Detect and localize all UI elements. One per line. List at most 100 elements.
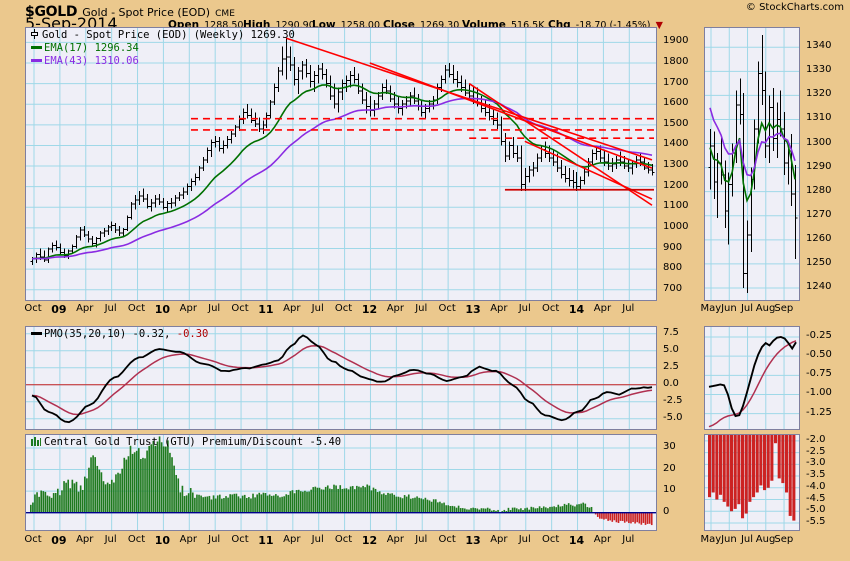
ema17-legend-row: EMA(17) 1296.34 <box>31 42 139 54</box>
price-y-tick-1400: 1400 <box>663 138 689 150</box>
gtu-x-tick-Apr-6: Apr <box>179 534 197 545</box>
price-x-tick-Apr-10: Apr <box>283 303 301 314</box>
mini-price-plot <box>705 28 799 300</box>
mini-price-y-tick-3: 1310 <box>806 112 832 124</box>
gtu-x-tick-Oct-12: Oct <box>334 534 353 545</box>
mini-pmo-y-tick-2: -0.75 <box>806 368 832 380</box>
pmo-y-tick-0: 7.5 <box>663 326 679 338</box>
price-x-tick-Oct-8: Oct <box>231 303 249 314</box>
mini-price-y-tick-7: 1270 <box>806 208 832 220</box>
pmo-legend-row: PMO(35,20,10) -0.32, -0.30 <box>31 328 208 340</box>
mini-pmo-y-tick-4: -1.25 <box>806 406 832 418</box>
mini-price-x-tick-Jul: Jul <box>740 303 754 314</box>
price-x-tick-Jul-15: Jul <box>415 303 428 314</box>
price-y-tick-1700: 1700 <box>663 76 689 88</box>
mini-pmo-panel[interactable] <box>704 326 800 430</box>
gtu-plot <box>26 435 656 530</box>
price-x-tick-Oct-16: Oct <box>438 303 456 314</box>
mini-price-panel[interactable] <box>704 27 800 301</box>
price-x-tick-09-1: 09 <box>51 303 67 316</box>
gtu-x-tick-Oct-8: Oct <box>231 534 249 545</box>
price-x-tick-Oct-20: Oct <box>541 303 560 314</box>
price-x-tick-12-13: 12 <box>361 303 378 316</box>
price-legend-title-row: Gold - Spot Price (EOD) (Weekly) 1269.30 <box>31 29 295 41</box>
price-x-tick-14-21: 14 <box>568 303 585 316</box>
gtu-x-tick-Oct-0: Oct <box>24 534 42 545</box>
mini-price-y-tick-2: 1320 <box>806 88 832 100</box>
change-down-arrow-icon: ▼ <box>655 20 663 31</box>
quote-change-value: -18.70 (-1.45%) <box>575 20 651 31</box>
gtu-x-tick-Apr-18: Apr <box>490 534 508 545</box>
stockcharts-credit: © StockCharts.com <box>745 2 844 13</box>
histogram-icon <box>31 437 41 446</box>
price-y-tick-1000: 1000 <box>663 220 689 232</box>
mini-gtu-y-tick-0: -2.0 <box>806 433 826 445</box>
price-y-tick-900: 900 <box>663 241 683 253</box>
quote-volume-value: 516.5K <box>511 20 545 31</box>
price-y-tick-1300: 1300 <box>663 159 689 171</box>
price-x-tick-Apr-2: Apr <box>76 303 94 314</box>
mini-gtu-x-tick-May: May <box>700 534 722 545</box>
price-y-tick-1600: 1600 <box>663 97 689 109</box>
price-y-tick-1200: 1200 <box>663 179 689 191</box>
price-legend-title: Gold - Spot Price (EOD) (Weekly) 1269.30 <box>42 29 295 41</box>
gtu-legend-label: Central Gold Trust (GTU) Premium/Discoun… <box>44 436 342 448</box>
pmo-plot <box>26 327 656 429</box>
ema17-color-swatch <box>31 46 42 49</box>
mini-gtu-y-tick-1: -2.5 <box>806 445 826 457</box>
price-x-tick-Jul-11: Jul <box>311 303 324 314</box>
price-chart-panel[interactable] <box>25 27 657 301</box>
candlestick-icon <box>31 29 40 39</box>
mini-price-y-tick-10: 1240 <box>806 280 832 292</box>
price-x-tick-Jul-3: Jul <box>104 303 117 314</box>
price-x-tick-Oct-0: Oct <box>24 303 42 314</box>
mini-gtu-x-tick-Aug: Aug <box>755 534 776 545</box>
mini-gtu-x-tick-Sep: Sep <box>774 534 794 545</box>
mini-gtu-y-tick-4: -4.0 <box>806 480 826 492</box>
gtu-x-tick-10-5: 10 <box>154 534 171 547</box>
gtu-x-tick-Apr-10: Apr <box>283 534 301 545</box>
gtu-x-tick-Jul-23: Jul <box>622 534 635 545</box>
mini-price-y-tick-5: 1290 <box>806 160 832 172</box>
mini-pmo-y-tick-3: -1.00 <box>806 387 832 399</box>
mini-gtu-y-tick-6: -5.0 <box>806 504 826 516</box>
pmo-chart-panel[interactable] <box>25 326 657 430</box>
ema17-legend-label: EMA(17) 1296.34 <box>44 42 139 54</box>
mini-price-y-tick-1: 1330 <box>806 64 832 76</box>
price-x-tick-10-5: 10 <box>154 303 171 316</box>
mini-pmo-y-tick-1: -0.50 <box>806 349 832 361</box>
quote-open-value: 1288.50 <box>204 20 244 31</box>
symbol-ticker: $GOLD <box>25 4 78 20</box>
gtu-x-tick-Oct-16: Oct <box>438 534 456 545</box>
price-x-tick-Apr-6: Apr <box>179 303 197 314</box>
mini-price-y-tick-9: 1250 <box>806 256 832 268</box>
price-x-tick-Apr-14: Apr <box>386 303 404 314</box>
header-line-1: $GOLD Gold - Spot Price (EOD) CME <box>25 1 235 20</box>
mini-price-y-tick-0: 1340 <box>806 40 832 52</box>
gtu-x-tick-Jul-19: Jul <box>518 534 531 545</box>
price-y-tick-700: 700 <box>663 282 683 294</box>
gtu-x-tick-Apr-14: Apr <box>386 534 404 545</box>
mini-gtu-x-tick-Jun: Jun <box>721 534 737 545</box>
price-y-tick-1500: 1500 <box>663 117 689 129</box>
mini-price-y-tick-6: 1280 <box>806 184 832 196</box>
price-x-tick-11-9: 11 <box>258 303 274 316</box>
pmo-y-tick-4: -2.5 <box>663 394 683 406</box>
price-x-tick-Oct-4: Oct <box>127 303 146 314</box>
gtu-x-tick-Jul-3: Jul <box>104 534 117 545</box>
chart-header: $GOLD Gold - Spot Price (EOD) CME © Stoc… <box>0 0 850 33</box>
mini-gtu-panel[interactable] <box>704 434 800 531</box>
gtu-x-tick-Jul-15: Jul <box>415 534 428 545</box>
gtu-x-tick-11-9: 11 <box>258 534 274 547</box>
gtu-legend-row: Central Gold Trust (GTU) Premium/Discoun… <box>31 436 341 448</box>
gtu-chart-panel[interactable] <box>25 434 657 531</box>
mini-price-x-tick-May: May <box>700 303 722 314</box>
mini-price-y-tick-8: 1260 <box>806 232 832 244</box>
pmo-legend-label: PMO(35,20,10) -0.32, <box>44 328 171 340</box>
price-x-tick-Jul-19: Jul <box>518 303 531 314</box>
gtu-x-tick-13-17: 13 <box>465 534 481 547</box>
pmo-y-tick-5: -5.0 <box>663 411 683 423</box>
mini-price-x-tick-Sep: Sep <box>774 303 794 314</box>
price-x-tick-Apr-22: Apr <box>593 303 612 314</box>
